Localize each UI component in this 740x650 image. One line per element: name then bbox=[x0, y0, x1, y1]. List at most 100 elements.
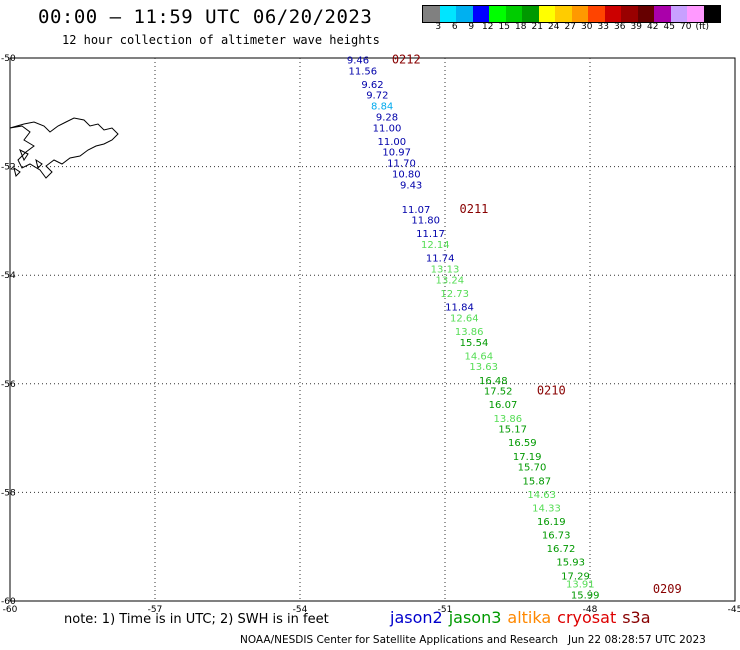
swh-value-label: 16.72 bbox=[547, 544, 576, 555]
x-tick-label: -57 bbox=[148, 605, 163, 615]
swh-value-label: 14.33 bbox=[532, 503, 561, 514]
pass-time-label: 0210 bbox=[537, 384, 566, 398]
swh-value-label: 8.84 bbox=[371, 102, 393, 113]
swh-value-label: 11.84 bbox=[445, 302, 474, 313]
swh-value-label: 9.62 bbox=[361, 80, 383, 91]
color-scale-label: 9 bbox=[468, 22, 475, 32]
swh-value-label: 13.86 bbox=[494, 414, 523, 425]
swh-value-label: 16.19 bbox=[537, 517, 566, 528]
y-tick-label: -56 bbox=[1, 380, 16, 390]
swh-value-label: 9.46 bbox=[347, 55, 369, 66]
color-scale-cell bbox=[571, 6, 588, 22]
y-tick-label: -50 bbox=[1, 54, 16, 64]
swh-value-label: 16.48 bbox=[479, 376, 508, 387]
satellite-legend-jason3: jason3 bbox=[448, 608, 502, 627]
swh-value-label: 13.63 bbox=[469, 362, 498, 373]
swh-value-label: 9.28 bbox=[376, 112, 398, 123]
swh-value-label: 11.74 bbox=[426, 254, 455, 265]
color-scale-label: 18 bbox=[515, 22, 527, 32]
color-scale-cell bbox=[538, 6, 555, 22]
swh-value-label: 17.52 bbox=[484, 387, 513, 398]
satellite-legend-cryosat: cryosat bbox=[557, 608, 617, 627]
swh-value-label: 15.54 bbox=[460, 338, 489, 349]
y-tick-label: -58 bbox=[1, 488, 16, 498]
color-scale-label: 45 bbox=[663, 22, 675, 32]
x-tick-label: -54 bbox=[293, 605, 308, 615]
pass-time-label: 0212 bbox=[392, 52, 421, 66]
swh-value-label: 13.24 bbox=[436, 275, 465, 286]
color-scale-cell bbox=[555, 6, 572, 22]
swh-value-label: 11.56 bbox=[349, 66, 378, 77]
pass-time-label: 0209 bbox=[653, 582, 682, 596]
satellite-legend-altika: altika bbox=[507, 608, 552, 627]
swh-value-label: 17.19 bbox=[513, 452, 542, 463]
color-scale-cell bbox=[654, 6, 671, 22]
y-tick-label: -54 bbox=[1, 271, 16, 281]
color-scale-label: 33 bbox=[597, 22, 609, 32]
color-scale-label: 24 bbox=[548, 22, 560, 32]
swh-value-label: 15.93 bbox=[556, 558, 585, 569]
color-scale-cell bbox=[439, 6, 456, 22]
swh-value-label: 13.91 bbox=[566, 579, 595, 590]
color-scale-label: 12 bbox=[482, 22, 494, 32]
swh-value-label: 15.17 bbox=[498, 425, 527, 436]
swh-value-label: 14.63 bbox=[527, 490, 556, 501]
color-scale-label: 6 bbox=[451, 22, 458, 32]
swh-value-label: 11.70 bbox=[387, 159, 416, 170]
swh-value-label: 15.70 bbox=[518, 463, 547, 474]
footer-note: note: 1) Time is in UTC; 2) SWH is in fe… bbox=[64, 612, 329, 627]
swh-value-label: 12.14 bbox=[421, 240, 450, 251]
swh-value-label: 16.73 bbox=[542, 531, 571, 542]
color-scale-cell bbox=[505, 6, 522, 22]
color-scale-cell bbox=[472, 6, 489, 22]
swh-value-label: 11.80 bbox=[411, 216, 440, 227]
color-scale-cell bbox=[670, 6, 687, 22]
swh-color-scale-labels: 3 6 9 12 15 18 21 24 27 30 33 36 39 42 45 70 (ft) bbox=[422, 22, 711, 32]
color-scale-cell bbox=[687, 6, 704, 22]
chart-subtitle: 12 hour collection of altimeter wave hei… bbox=[62, 33, 380, 47]
color-scale-label: 3 bbox=[435, 22, 442, 32]
footer-credit: NOAA/NESDIS Center for Satellite Applica… bbox=[240, 634, 706, 646]
color-scale-label: 21 bbox=[531, 22, 543, 32]
y-tick-label: -60 bbox=[1, 597, 16, 607]
swh-value-label: 12.73 bbox=[440, 289, 469, 300]
swh-value-label: 14.64 bbox=[465, 351, 494, 362]
color-scale-label: 30 bbox=[581, 22, 593, 32]
color-scale-cell bbox=[456, 6, 473, 22]
color-scale-cell bbox=[489, 6, 506, 22]
swh-value-label: 16.07 bbox=[489, 400, 518, 411]
swh-value-label: 13.13 bbox=[431, 264, 460, 275]
color-scale-cell bbox=[703, 6, 720, 22]
color-scale-label: 15 bbox=[498, 22, 510, 32]
swh-value-label: 11.07 bbox=[402, 205, 431, 216]
color-scale-label: 70 bbox=[680, 22, 692, 32]
swh-value-label: 9.72 bbox=[366, 91, 388, 102]
coastline-falkland-islands bbox=[9, 117, 119, 179]
swh-value-label: 10.80 bbox=[392, 169, 421, 180]
color-scale-label: 42 bbox=[647, 22, 659, 32]
swh-value-label: 13.86 bbox=[455, 327, 484, 338]
swh-value-label: 10.97 bbox=[382, 148, 411, 159]
coastline-small-islands bbox=[13, 148, 43, 177]
satellite-legend-s3a: s3a bbox=[622, 608, 651, 627]
swh-value-label: 9.43 bbox=[400, 180, 422, 191]
pass-time-label: 0211 bbox=[460, 202, 489, 216]
x-tick-label: -48 bbox=[583, 605, 598, 615]
color-scale-label: 36 bbox=[614, 22, 626, 32]
x-tick-label: -51 bbox=[438, 605, 453, 615]
x-tick-label: -45 bbox=[728, 605, 740, 615]
swh-value-label: 15.87 bbox=[523, 476, 552, 487]
chart-title: 00:00 – 11:59 UTC 06/20/2023 bbox=[38, 6, 373, 28]
x-tick-label: -60 bbox=[3, 605, 18, 615]
color-scale-cell bbox=[637, 6, 654, 22]
color-scale-cell bbox=[522, 6, 539, 22]
swh-value-label: 15.99 bbox=[571, 590, 600, 601]
y-tick-label: -52 bbox=[1, 163, 16, 173]
swh-value-label: 11.00 bbox=[373, 123, 402, 134]
color-scale-label: 27 bbox=[564, 22, 576, 32]
swh-color-scale bbox=[422, 5, 721, 23]
color-scale-cell bbox=[588, 6, 605, 22]
swh-value-label: 11.00 bbox=[378, 137, 407, 148]
satellite-legend-jason2: jason2 bbox=[390, 608, 443, 627]
